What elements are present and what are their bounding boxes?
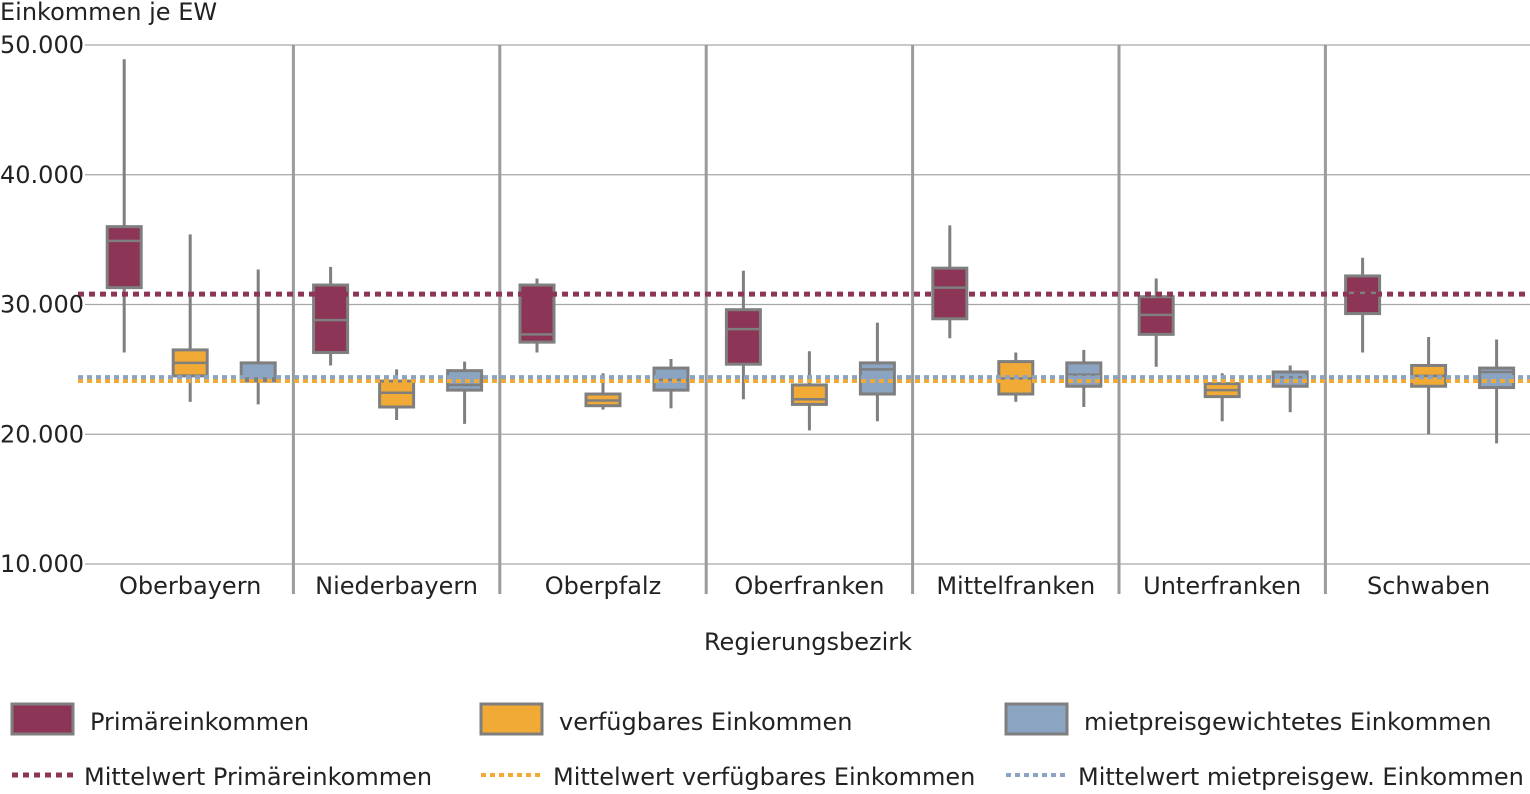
x-tick-label: Niederbayern — [315, 572, 478, 600]
box-2-3 — [858, 322, 896, 422]
legend-label: verfügbares Einkommen — [559, 708, 852, 736]
legend-swatch-box — [10, 702, 75, 736]
legend-label: mietpreisgewichtetes Einkommen — [1084, 708, 1491, 736]
box-1-3 — [790, 351, 828, 431]
box-1-0 — [171, 234, 209, 402]
legend: Primäreinkommen verfügbares Einkommen miet… — [10, 702, 1524, 791]
legend-label: Mittelwert verfügbares Einkommen — [553, 763, 975, 791]
box — [790, 383, 828, 406]
x-tick-labels: Oberbayern Niederbayern Oberpfalz Oberfrank… — [119, 572, 1490, 600]
box-2-5 — [1271, 365, 1309, 413]
x-axis-label: Regierungsbezirk — [704, 628, 912, 656]
box-2-2 — [652, 358, 690, 409]
box-series — [105, 59, 1516, 444]
box-0-5 — [1137, 278, 1175, 367]
box-0-2 — [518, 278, 556, 353]
x-tick-label: Oberpfalz — [545, 572, 661, 600]
legend-label: Primäreinkommen — [90, 708, 309, 736]
category-separators — [291, 45, 1327, 594]
box — [378, 379, 416, 409]
box — [724, 308, 762, 366]
box-0-6 — [1344, 257, 1382, 353]
box-2-4 — [1065, 349, 1103, 408]
box-0-1 — [312, 266, 350, 366]
box-0-4 — [931, 225, 969, 339]
box — [312, 283, 350, 355]
x-tick-label: Schwaben — [1367, 572, 1490, 600]
x-tick-label: Unterfranken — [1143, 572, 1301, 600]
legend-label: Mittelwert Primäreinkommen — [84, 763, 432, 791]
y-tick-label: 20.000 — [0, 420, 84, 448]
x-tick-label: Mittelfranken — [936, 572, 1095, 600]
box-1-1 — [378, 369, 416, 420]
box-2-0 — [239, 269, 277, 405]
y-tick-labels: 10.000 20.000 30.000 40.000 50.000 — [0, 31, 84, 578]
box-2-6 — [1478, 339, 1516, 444]
y-tick-label: 10.000 — [0, 550, 84, 578]
legend-label: Mittelwert mietpreisgew. Einkommen — [1078, 763, 1524, 791]
grid-lines — [85, 44, 1530, 565]
box-0-0 — [105, 59, 143, 353]
mean-reference-lines — [78, 291, 1530, 384]
box — [858, 361, 896, 396]
box — [105, 225, 143, 290]
y-tick-label: 30.000 — [0, 291, 84, 319]
box-0-3 — [724, 270, 762, 400]
x-tick-label: Oberfranken — [734, 572, 884, 600]
legend-swatch-box — [479, 702, 544, 736]
y-axis-label: Einkommen je EW — [0, 0, 217, 26]
box-1-6 — [1410, 336, 1448, 435]
box — [1271, 370, 1309, 388]
legend-swatch-box — [1004, 702, 1069, 736]
y-tick-label: 40.000 — [0, 161, 84, 189]
x-tick-label: Oberbayern — [119, 572, 261, 600]
box — [518, 283, 556, 344]
box-2-1 — [446, 361, 484, 424]
box — [1344, 274, 1382, 316]
y-tick-label: 50.000 — [0, 31, 84, 59]
